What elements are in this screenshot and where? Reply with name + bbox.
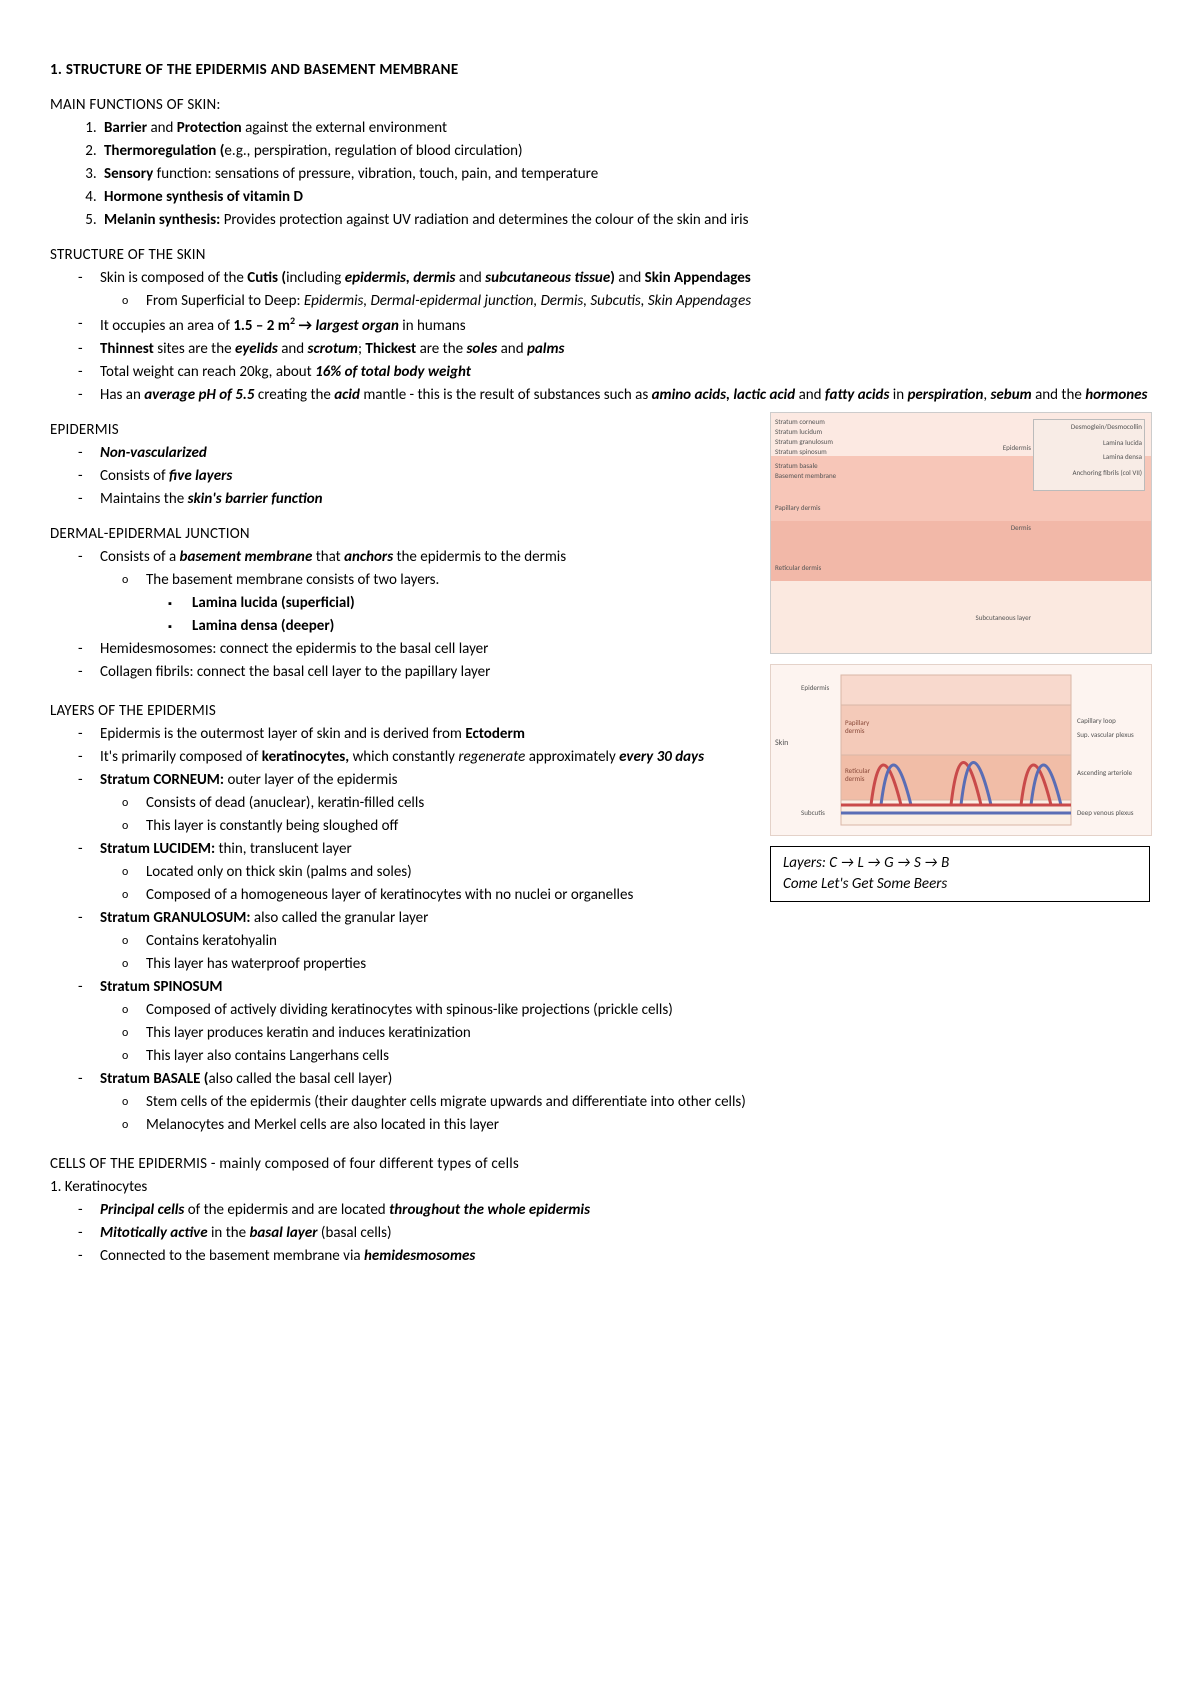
list-item: Sensory function: sensations of pressure… [100, 164, 1150, 185]
epidermis-list: Non-vascularized Consists of five layers… [50, 443, 1150, 510]
main-functions-heading: MAIN FUNCTIONS OF SKIN: [50, 95, 1150, 116]
cells-heading: CELLS OF THE EPIDERMIS - mainly composed… [50, 1154, 1150, 1175]
list-item: Melanocytes and Merkel cells are also lo… [146, 1115, 1150, 1136]
layers-list: Epidermis is the outermost layer of skin… [50, 724, 1150, 1136]
list-item: Total weight can reach 20kg, about 16% o… [100, 362, 1150, 383]
list-item: Connected to the basement membrane via h… [100, 1246, 1150, 1267]
list-item: Lamina lucida (superficial) [192, 593, 1150, 614]
dej-list: Consists of a basement membrane that anc… [50, 547, 1150, 683]
list-item: The basement membrane consists of two la… [146, 570, 1150, 637]
list-item: This layer produces keratin and induces … [146, 1023, 1150, 1044]
list-item: It occupies an area of 1.5 – 2 m2 → larg… [100, 314, 1150, 337]
structure-list: Skin is composed of the Cutis (including… [50, 268, 1150, 406]
list-item: From Superficial to Deep: Epidermis, Der… [146, 291, 1150, 312]
list-item: Composed of actively dividing keratinocy… [146, 1000, 1150, 1021]
list-item: It's primarily composed of keratinocytes… [100, 747, 1150, 768]
list-item: Stratum CORNEUM: outer layer of the epid… [100, 770, 1150, 837]
list-item: Stratum SPINOSUM Composed of actively di… [100, 977, 1150, 1067]
list-item: Stratum GRANULOSUM: also called the gran… [100, 908, 1150, 975]
list-item: Melanin synthesis: Provides protection a… [100, 210, 1150, 231]
page-title: 1. STRUCTURE OF THE EPIDERMIS AND BASEME… [50, 60, 1150, 81]
list-item: Consists of five layers [100, 466, 1150, 487]
list-item: Non-vascularized [100, 443, 1150, 464]
cells-list: Principal cells of the epidermis and are… [50, 1200, 1150, 1267]
list-item: Mitotically active in the basal layer (b… [100, 1223, 1150, 1244]
list-item: Composed of a homogeneous layer of kerat… [146, 885, 1150, 906]
structure-heading: STRUCTURE OF THE SKIN [50, 245, 1150, 266]
list-item: This layer is constantly being sloughed … [146, 816, 1150, 837]
list-item: This layer has waterproof properties [146, 954, 1150, 975]
main-functions-list: Barrier and Protection against the exter… [50, 118, 1150, 231]
list-item: Maintains the skin's barrier function [100, 489, 1150, 510]
list-item: Epidermis is the outermost layer of skin… [100, 724, 1150, 745]
list-item: Consists of a basement membrane that anc… [100, 547, 1150, 637]
list-item: Has an average pH of 5.5 creating the ac… [100, 385, 1150, 406]
list-item: Thermoregulation (e.g., perspiration, re… [100, 141, 1150, 162]
list-item: Lamina densa (deeper) [192, 616, 1150, 637]
list-item: Principal cells of the epidermis and are… [100, 1200, 1150, 1221]
list-item: Stem cells of the epidermis (their daugh… [146, 1092, 1150, 1113]
list-item: Hormone synthesis of vitamin D [100, 187, 1150, 208]
list-item: Stratum BASALE (also called the basal ce… [100, 1069, 1150, 1136]
list-item: Consists of dead (anuclear), keratin-fil… [146, 793, 1150, 814]
list-item: Skin is composed of the Cutis (including… [100, 268, 1150, 312]
list-item: This layer also contains Langerhans cell… [146, 1046, 1150, 1067]
list-item: Thinnest sites are the eyelids and scrot… [100, 339, 1150, 360]
list-item: Collagen fibrils: connect the basal cell… [100, 662, 1150, 683]
list-item: Stratum LUCIDEM: thin, translucent layer… [100, 839, 1150, 906]
list-item: Hemidesmosomes: connect the epidermis to… [100, 639, 1150, 660]
svg-text:Epidermis: Epidermis [801, 683, 830, 692]
list-item: Contains keratohyalin [146, 931, 1150, 952]
cells-subheading: 1. Keratinocytes [50, 1177, 1150, 1198]
list-item: Barrier and Protection against the exter… [100, 118, 1150, 139]
list-item: Located only on thick skin (palms and so… [146, 862, 1150, 883]
